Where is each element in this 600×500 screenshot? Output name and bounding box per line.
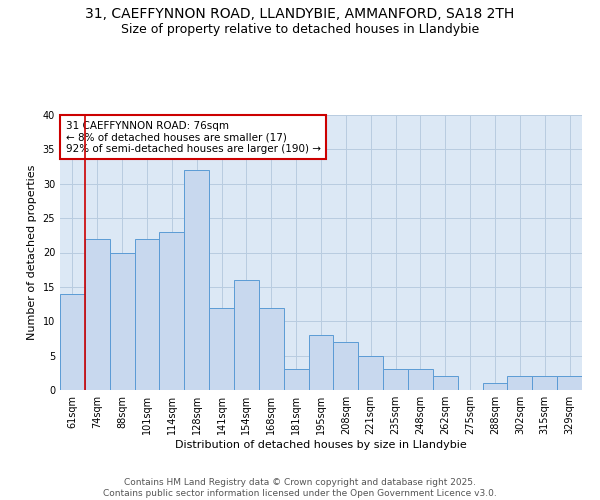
Bar	[557, 376, 582, 390]
Bar	[532, 376, 557, 390]
Bar	[60, 294, 85, 390]
Bar	[482, 383, 508, 390]
Bar	[334, 342, 358, 390]
Text: 31 CAEFFYNNON ROAD: 76sqm
← 8% of detached houses are smaller (17)
92% of semi-d: 31 CAEFFYNNON ROAD: 76sqm ← 8% of detach…	[65, 120, 320, 154]
Bar	[308, 335, 334, 390]
Y-axis label: Number of detached properties: Number of detached properties	[27, 165, 37, 340]
Bar	[85, 239, 110, 390]
Bar	[184, 170, 209, 390]
Bar	[408, 370, 433, 390]
Text: Size of property relative to detached houses in Llandybie: Size of property relative to detached ho…	[121, 22, 479, 36]
Bar	[259, 308, 284, 390]
Bar	[110, 252, 134, 390]
Bar	[358, 356, 383, 390]
Bar	[209, 308, 234, 390]
Bar	[160, 232, 184, 390]
X-axis label: Distribution of detached houses by size in Llandybie: Distribution of detached houses by size …	[175, 440, 467, 450]
Bar	[134, 239, 160, 390]
Bar	[508, 376, 532, 390]
Bar	[284, 370, 308, 390]
Text: 31, CAEFFYNNON ROAD, LLANDYBIE, AMMANFORD, SA18 2TH: 31, CAEFFYNNON ROAD, LLANDYBIE, AMMANFOR…	[85, 8, 515, 22]
Bar	[433, 376, 458, 390]
Bar	[383, 370, 408, 390]
Text: Contains HM Land Registry data © Crown copyright and database right 2025.
Contai: Contains HM Land Registry data © Crown c…	[103, 478, 497, 498]
Bar	[234, 280, 259, 390]
